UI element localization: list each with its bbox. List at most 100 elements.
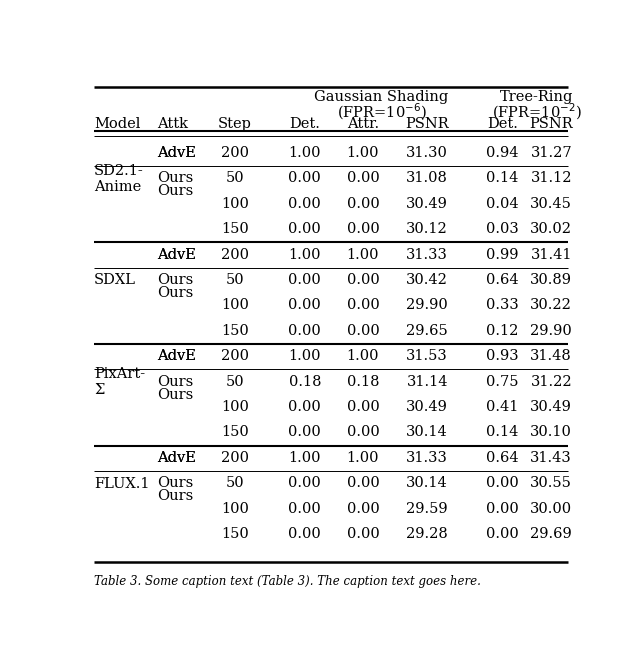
Text: 0.00: 0.00 xyxy=(346,476,380,491)
Text: 0.00: 0.00 xyxy=(346,324,380,338)
Text: 150: 150 xyxy=(221,324,249,338)
Text: 31.33: 31.33 xyxy=(406,248,448,262)
Text: 29.90: 29.90 xyxy=(531,324,572,338)
Text: 1.00: 1.00 xyxy=(289,248,321,262)
Text: 0.00: 0.00 xyxy=(289,476,321,491)
Text: 100: 100 xyxy=(221,502,249,515)
Text: 30.02: 30.02 xyxy=(530,222,572,236)
Text: 0.00: 0.00 xyxy=(289,299,321,313)
Text: SD2.1-
Anime: SD2.1- Anime xyxy=(94,164,144,194)
Text: AdvE: AdvE xyxy=(157,451,196,465)
Text: 0.00: 0.00 xyxy=(486,527,519,541)
Text: 30.49: 30.49 xyxy=(531,400,572,414)
Text: 0.00: 0.00 xyxy=(346,400,380,414)
Text: 1.00: 1.00 xyxy=(289,451,321,465)
Text: 0.00: 0.00 xyxy=(289,502,321,515)
Text: 30.00: 30.00 xyxy=(530,502,572,515)
Text: 0.64: 0.64 xyxy=(486,273,518,287)
Text: 1.00: 1.00 xyxy=(347,451,379,465)
Text: 30.89: 30.89 xyxy=(530,273,572,287)
Text: 0.99: 0.99 xyxy=(486,248,518,262)
Text: 1.00: 1.00 xyxy=(289,146,321,160)
Text: 1.00: 1.00 xyxy=(289,349,321,363)
Text: AdvE: AdvE xyxy=(157,146,196,160)
Text: Ours: Ours xyxy=(157,286,194,300)
Text: 30.49: 30.49 xyxy=(406,400,448,414)
Text: 31.48: 31.48 xyxy=(531,349,572,363)
Text: 0.00: 0.00 xyxy=(289,527,321,541)
Text: AdvE: AdvE xyxy=(157,248,196,262)
Text: 0.00: 0.00 xyxy=(289,197,321,211)
Text: 200: 200 xyxy=(221,248,249,262)
Text: SDXL: SDXL xyxy=(94,273,136,287)
Text: 0.00: 0.00 xyxy=(289,425,321,440)
Text: 0.18: 0.18 xyxy=(289,374,321,389)
Text: 0.00: 0.00 xyxy=(346,527,380,541)
Text: Ours: Ours xyxy=(157,476,194,491)
Text: Ours: Ours xyxy=(157,374,194,389)
Text: Det.: Det. xyxy=(487,117,518,132)
Text: 50: 50 xyxy=(226,171,244,185)
Text: PSNR: PSNR xyxy=(405,117,449,132)
Text: 31.43: 31.43 xyxy=(531,451,572,465)
Text: 30.45: 30.45 xyxy=(531,197,572,211)
Text: 0.18: 0.18 xyxy=(347,374,379,389)
Text: 31.30: 31.30 xyxy=(406,146,448,160)
Text: 31.12: 31.12 xyxy=(531,171,572,185)
Text: 30.14: 30.14 xyxy=(406,425,448,440)
Text: 0.00: 0.00 xyxy=(346,197,380,211)
Text: PSNR: PSNR xyxy=(529,117,573,132)
Text: 0.00: 0.00 xyxy=(346,222,380,236)
Text: 1.00: 1.00 xyxy=(347,349,379,363)
Text: 0.93: 0.93 xyxy=(486,349,518,363)
Text: 30.22: 30.22 xyxy=(531,299,572,313)
Text: (FPR=10$^{-6}$): (FPR=10$^{-6}$) xyxy=(337,101,426,121)
Text: 30.14: 30.14 xyxy=(406,476,448,491)
Text: 30.49: 30.49 xyxy=(406,197,448,211)
Text: 150: 150 xyxy=(221,222,249,236)
Text: 29.59: 29.59 xyxy=(406,502,448,515)
Text: 31.33: 31.33 xyxy=(406,451,448,465)
Text: 1.00: 1.00 xyxy=(347,248,379,262)
Text: 30.12: 30.12 xyxy=(406,222,448,236)
Text: 0.04: 0.04 xyxy=(486,197,518,211)
Text: Ours: Ours xyxy=(157,489,194,503)
Text: 0.00: 0.00 xyxy=(346,425,380,440)
Text: 0.00: 0.00 xyxy=(346,171,380,185)
Text: 0.00: 0.00 xyxy=(289,222,321,236)
Text: PixArt-
Σ: PixArt- Σ xyxy=(94,367,145,397)
Text: AdvE: AdvE xyxy=(157,349,196,363)
Text: Ours: Ours xyxy=(157,171,194,185)
Text: 0.03: 0.03 xyxy=(486,222,519,236)
Text: FLUX.1: FLUX.1 xyxy=(94,476,150,491)
Text: 29.28: 29.28 xyxy=(406,527,448,541)
Text: 1.00: 1.00 xyxy=(347,146,379,160)
Text: AdvE: AdvE xyxy=(157,451,196,465)
Text: 0.12: 0.12 xyxy=(486,324,518,338)
Text: Step: Step xyxy=(218,117,252,132)
Text: 200: 200 xyxy=(221,146,249,160)
Text: (FPR=10$^{-2}$): (FPR=10$^{-2}$) xyxy=(492,101,581,121)
Text: 0.00: 0.00 xyxy=(289,400,321,414)
Text: 31.53: 31.53 xyxy=(406,349,448,363)
Text: Ours: Ours xyxy=(157,388,194,402)
Text: 31.41: 31.41 xyxy=(531,248,572,262)
Text: 0.00: 0.00 xyxy=(289,273,321,287)
Text: 0.00: 0.00 xyxy=(289,171,321,185)
Text: 50: 50 xyxy=(226,374,244,389)
Text: 0.00: 0.00 xyxy=(486,502,519,515)
Text: 150: 150 xyxy=(221,527,249,541)
Text: AdvE: AdvE xyxy=(157,146,196,160)
Text: 50: 50 xyxy=(226,476,244,491)
Text: 0.00: 0.00 xyxy=(289,324,321,338)
Text: 30.42: 30.42 xyxy=(406,273,448,287)
Text: 0.00: 0.00 xyxy=(346,502,380,515)
Text: 31.14: 31.14 xyxy=(406,374,448,389)
Text: Ours: Ours xyxy=(157,273,194,287)
Text: Attk: Attk xyxy=(157,117,189,132)
Text: 0.64: 0.64 xyxy=(486,451,518,465)
Text: 0.00: 0.00 xyxy=(346,299,380,313)
Text: Det.: Det. xyxy=(289,117,320,132)
Text: 0.14: 0.14 xyxy=(486,171,518,185)
Text: 29.90: 29.90 xyxy=(406,299,448,313)
